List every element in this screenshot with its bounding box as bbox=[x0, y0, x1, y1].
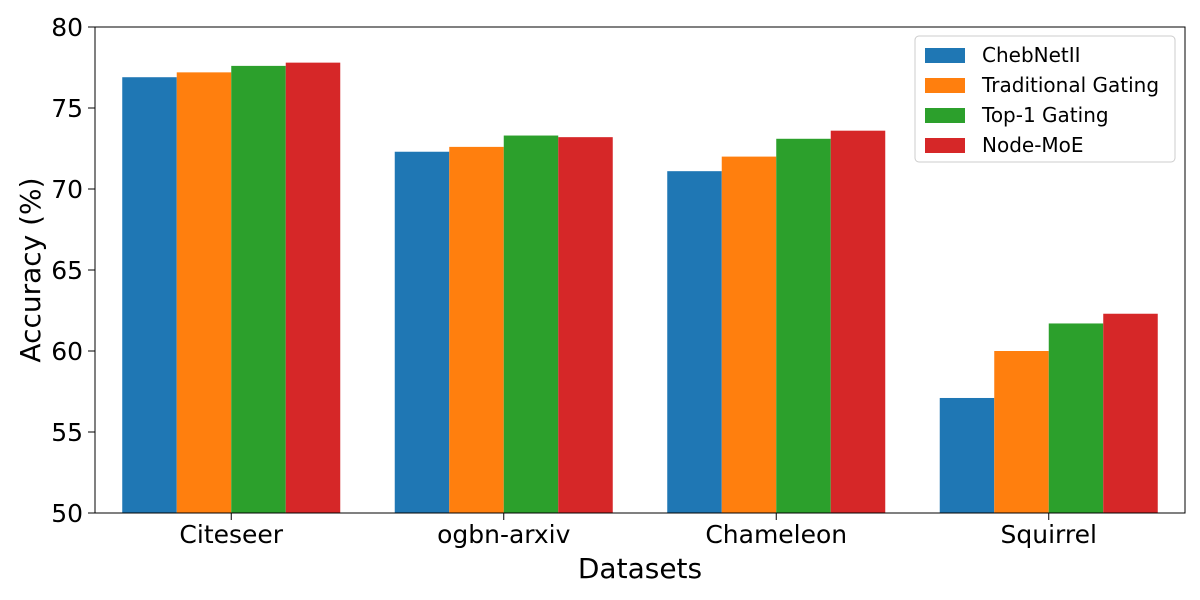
legend-box bbox=[914, 35, 1176, 163]
bar-node-moe-chameleon bbox=[830, 130, 886, 513]
legend-label: Node-MoE bbox=[982, 133, 1084, 157]
legend-label: Top-1 Gating bbox=[981, 103, 1109, 127]
x-tick-label: Squirrel bbox=[1001, 520, 1097, 549]
bar-node-moe-ogbn-arxiv bbox=[558, 137, 613, 513]
bar-traditional-gating-ogbn-arxiv bbox=[449, 146, 504, 513]
x-tick-label: Citeseer bbox=[179, 520, 283, 549]
y-tick-label: 50 bbox=[51, 499, 83, 528]
bar-top-1-gating-chameleon bbox=[776, 138, 831, 513]
bar-chebnetii-citeseer bbox=[122, 77, 177, 513]
bar-top-1-gating-squirrel bbox=[1048, 323, 1104, 513]
bar-top-1-gating-ogbn-arxiv bbox=[503, 135, 559, 514]
y-tick-label: 65 bbox=[51, 256, 83, 285]
bar-chebnetii-squirrel bbox=[939, 397, 995, 513]
bar-traditional-gating-squirrel bbox=[994, 351, 1049, 513]
y-tick-label: 55 bbox=[51, 418, 83, 447]
bar-chebnetii-chameleon bbox=[667, 171, 722, 513]
x-tick-label: ogbn-arxiv bbox=[437, 520, 571, 549]
legend-swatch bbox=[925, 138, 965, 153]
legend-swatch bbox=[925, 78, 965, 93]
bar-traditional-gating-citeseer bbox=[176, 72, 232, 514]
x-axis: Citeseer ogbn-arxiv Chameleon Squirrel bbox=[179, 513, 1097, 549]
bar-chebnetii-ogbn-arxiv bbox=[394, 151, 450, 514]
bar-top-1-gating-citeseer bbox=[231, 65, 286, 513]
y-axis-title: Accuracy (%) bbox=[14, 177, 47, 362]
bar-node-moe-squirrel bbox=[1103, 313, 1158, 513]
legend-swatch bbox=[925, 48, 965, 63]
y-tick-label: 60 bbox=[51, 337, 83, 366]
legend-label: Traditional Gating bbox=[981, 73, 1159, 97]
y-tick-label: 80 bbox=[51, 13, 83, 42]
y-axis: 50 55 60 65 70 75 80 bbox=[51, 13, 95, 528]
bars-group bbox=[122, 62, 1158, 514]
x-axis-title: Datasets bbox=[578, 552, 702, 585]
y-tick-label: 70 bbox=[51, 175, 83, 204]
legend: ChebNetII Traditional Gating Top-1 Gating N… bbox=[914, 35, 1176, 163]
bar-node-moe-citeseer bbox=[285, 62, 341, 513]
legend-swatch bbox=[925, 108, 965, 123]
legend-label: ChebNetII bbox=[982, 43, 1081, 67]
bar-traditional-gating-chameleon bbox=[721, 156, 777, 513]
y-tick-label: 75 bbox=[51, 94, 83, 123]
x-tick-label: Chameleon bbox=[705, 520, 847, 549]
